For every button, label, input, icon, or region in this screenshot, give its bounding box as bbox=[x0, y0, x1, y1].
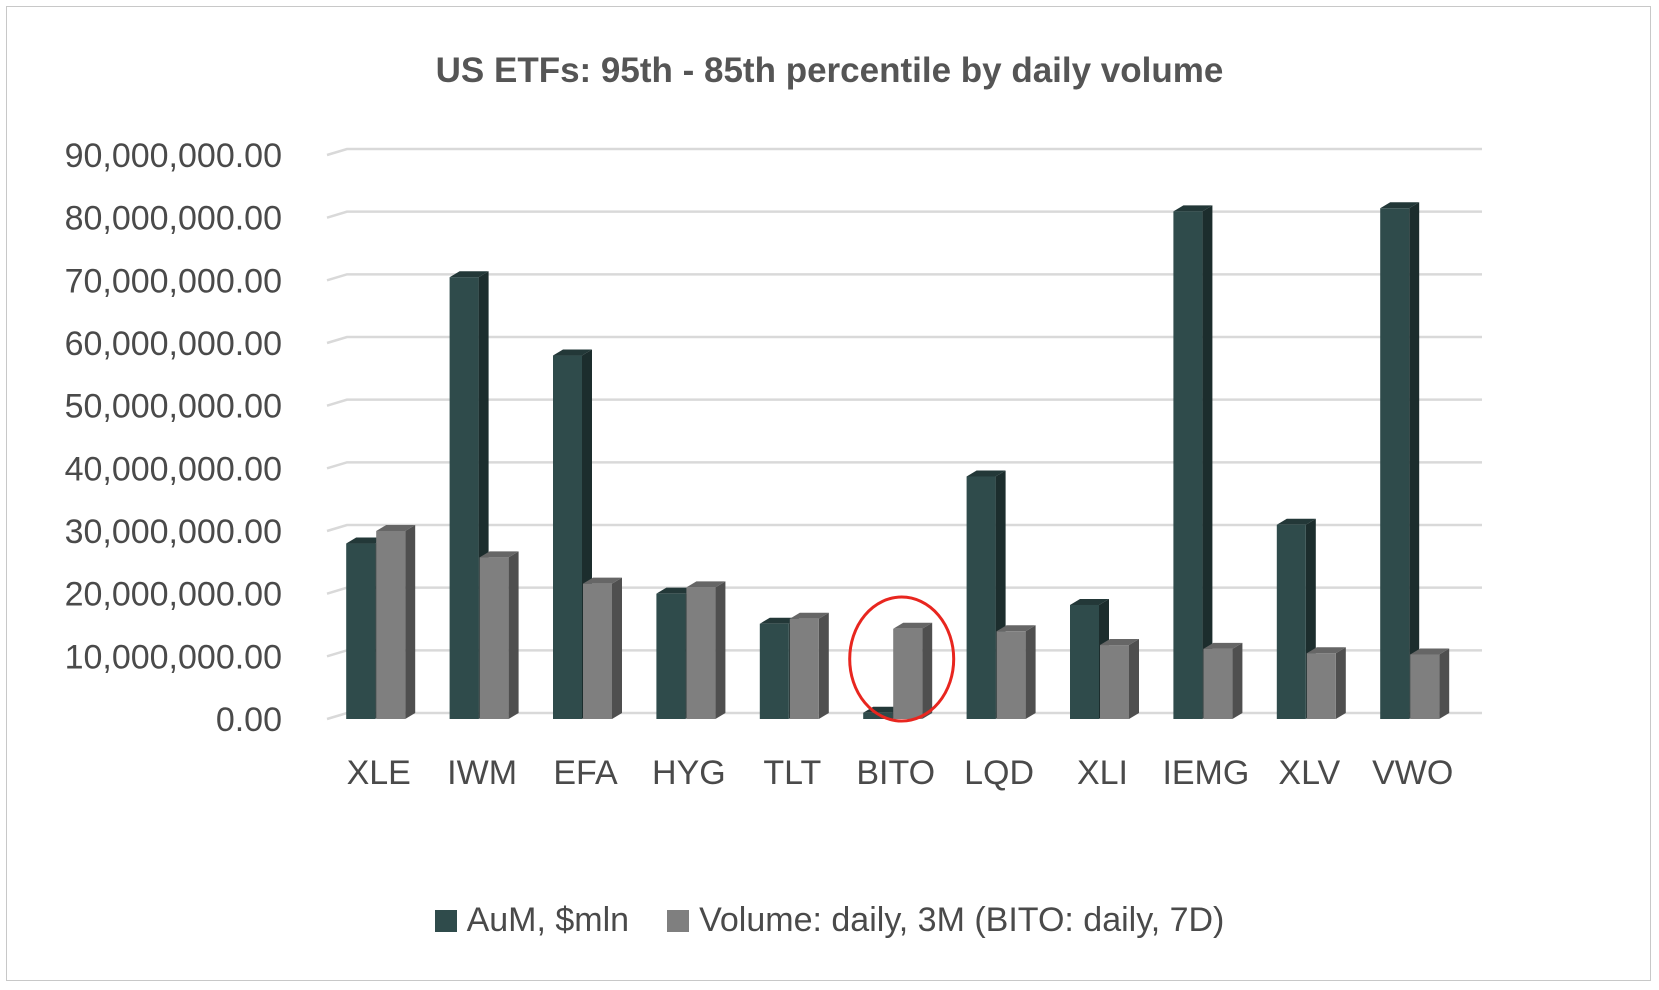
bar-xli-series-1 bbox=[1100, 639, 1139, 719]
y-tick-label: 30,000,000.00 bbox=[65, 513, 282, 551]
legend-swatch-volume bbox=[667, 909, 690, 932]
legend-label-aum: AuM, $mln bbox=[466, 901, 630, 939]
x-tick-label-iwm: IWM bbox=[447, 754, 517, 792]
gridline bbox=[326, 523, 1482, 533]
x-tick-label-xle: XLE bbox=[347, 754, 411, 792]
y-tick-label: 50,000,000.00 bbox=[65, 388, 282, 426]
bar-tlt-series-1 bbox=[789, 612, 829, 719]
highlight-annotation bbox=[848, 595, 956, 723]
gridline bbox=[326, 273, 1482, 282]
bar-vwo-series-0 bbox=[1380, 202, 1420, 719]
x-tick-label-hyg: HYG bbox=[652, 754, 726, 792]
x-tick-label-iemg: IEMG bbox=[1162, 754, 1249, 792]
bar-iwm-series-0 bbox=[449, 271, 489, 719]
bar-efa-series-1 bbox=[583, 577, 622, 719]
x-tick-label-lqd: LQD bbox=[964, 754, 1034, 792]
x-tick-label-bito: BITO bbox=[856, 754, 935, 792]
y-tick-label: 40,000,000.00 bbox=[65, 450, 282, 488]
y-axis-ticks: 0.00 10,000,000.00 20,000,000.00 30,000,000… bbox=[65, 137, 282, 739]
chart-frame: US ETFs: 95th - 85th percentile by daily… bbox=[6, 6, 1651, 981]
gridline bbox=[326, 461, 1482, 470]
bar-xlv-series-0 bbox=[1276, 518, 1316, 719]
chart-title: US ETFs: 95th - 85th percentile by daily… bbox=[435, 51, 1224, 90]
y-tick-label: 70,000,000.00 bbox=[65, 262, 282, 300]
gridline bbox=[326, 398, 1482, 407]
highlight-ellipse bbox=[848, 595, 956, 723]
y-tick-label: 20,000,000.00 bbox=[65, 576, 282, 614]
gridline bbox=[326, 335, 1482, 345]
y-tick-label: 0.00 bbox=[216, 701, 282, 739]
legend-item-volume: Volume: daily, 3M (BITO: daily, 7D) bbox=[667, 901, 1224, 940]
x-tick-label-xli: XLI bbox=[1077, 754, 1128, 792]
bar-iemg-series-0 bbox=[1173, 205, 1213, 719]
bar-iwm-series-1 bbox=[479, 551, 519, 719]
gridline bbox=[326, 210, 1482, 219]
gridline bbox=[326, 147, 1482, 157]
x-tick-label-tlt: TLT bbox=[763, 754, 821, 792]
legend: AuM, $mln Volume: daily, 3M (BITO: daily… bbox=[7, 901, 1652, 940]
legend-item-aum: AuM, $mln bbox=[434, 901, 630, 940]
bar-vwo-series-1 bbox=[1410, 648, 1450, 719]
y-tick-label: 90,000,000.00 bbox=[65, 137, 282, 175]
x-tick-label-efa: EFA bbox=[553, 754, 618, 792]
y-tick-label: 80,000,000.00 bbox=[65, 200, 282, 238]
y-tick-label: 60,000,000.00 bbox=[65, 325, 282, 363]
bars bbox=[346, 202, 1450, 719]
y-tick-label: 10,000,000.00 bbox=[65, 638, 282, 676]
x-tick-label-xlv: XLV bbox=[1278, 754, 1340, 792]
legend-swatch-aum bbox=[434, 909, 457, 932]
bar-xlv-series-1 bbox=[1306, 647, 1346, 719]
x-axis-ticks: XLE IWM EFA HYG TLT BITO LQD XLI IEMG XLV VWO bbox=[347, 754, 1454, 792]
plot-area: 0.00 10,000,000.00 20,000,000.00 30,000,000… bbox=[65, 137, 1482, 792]
bar-iemg-series-1 bbox=[1203, 642, 1243, 719]
bar-xle-series-1 bbox=[376, 525, 416, 719]
legend-label-volume: Volume: daily, 3M (BITO: daily, 7D) bbox=[699, 901, 1225, 939]
x-tick-label-vwo: VWO bbox=[1372, 754, 1453, 792]
bar-lqd-series-1 bbox=[996, 625, 1036, 719]
bar-bito-series-1 bbox=[893, 622, 933, 719]
bar-hyg-series-1 bbox=[686, 581, 726, 719]
